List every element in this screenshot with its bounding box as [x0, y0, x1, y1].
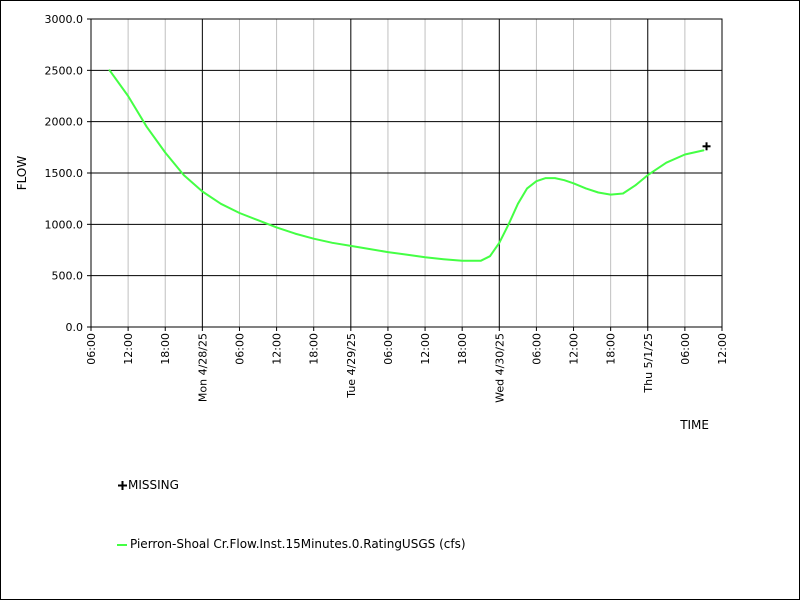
data-point [544, 177, 547, 179]
data-point [563, 179, 566, 181]
data-point [646, 174, 649, 176]
data-point [665, 161, 668, 164]
y-tick-label: 2000.0 [45, 116, 84, 129]
data-point [461, 259, 463, 262]
x-tick-label: Wed 4/30/25 [493, 333, 506, 403]
data-point [331, 242, 334, 244]
x-tick-label: 06:00 [233, 333, 246, 365]
data-point [108, 69, 111, 72]
data-point [201, 190, 204, 193]
data-point [405, 253, 408, 256]
data-point [684, 153, 686, 156]
data-point [442, 258, 445, 261]
x-tick-label: 18:00 [456, 333, 469, 365]
data-point [182, 174, 185, 176]
legend-series-label: Pierron-Shoal Cr.Flow.Inst.15Minutes.0.R… [130, 537, 466, 551]
data-point [526, 187, 528, 190]
legend-missing-label: MISSING [128, 478, 179, 492]
x-axis-title: TIME [679, 418, 709, 432]
x-tick-label: 12:00 [568, 333, 581, 365]
data-point [145, 126, 148, 128]
data-point [634, 184, 637, 187]
series-line [108, 69, 705, 262]
x-tick-label: 12:00 [122, 333, 135, 365]
data-point [312, 237, 315, 240]
x-tick-label: 18:00 [308, 333, 321, 365]
data-point [479, 259, 482, 262]
y-tick-label: 3000.0 [45, 13, 84, 26]
x-tick-label: 12:00 [271, 333, 284, 365]
x-tick-label: 06:00 [85, 333, 98, 365]
y-tick-label: 1500.0 [45, 167, 84, 180]
plot-border [90, 18, 723, 328]
data-point [517, 203, 519, 205]
data-point [220, 203, 222, 205]
data-point [609, 193, 612, 196]
data-point [368, 248, 371, 250]
data-point [387, 251, 389, 253]
y-tick-label: 1000.0 [45, 218, 84, 231]
data-point [535, 180, 538, 183]
data-point [238, 212, 241, 214]
data-point [702, 149, 705, 152]
missing-marker-icon [118, 481, 127, 490]
data-point [350, 245, 352, 247]
legend-missing: MISSING [117, 478, 179, 492]
data-point [597, 191, 600, 194]
data-point [275, 226, 278, 229]
x-tick-label: 12:00 [716, 333, 729, 365]
y-tick-label: 500.0 [52, 270, 84, 283]
data-point [127, 95, 129, 97]
x-tick-label: Tue 4/29/25 [345, 333, 358, 399]
missing-point-marker [702, 142, 711, 151]
data-point [622, 192, 624, 195]
data-point [507, 223, 510, 226]
x-tick-label: Thu 5/1/25 [642, 333, 655, 394]
x-tick-label: 06:00 [382, 333, 395, 365]
data-point [489, 255, 491, 257]
y-tick-label: 0.0 [66, 321, 84, 334]
data-point [424, 256, 426, 258]
x-tick-label: 06:00 [530, 333, 543, 365]
x-tick-label: Mon 4/28/25 [196, 333, 209, 402]
data-point [294, 232, 296, 235]
data-point [164, 151, 167, 154]
data-point [572, 182, 575, 185]
x-tick-label: 06:00 [679, 333, 692, 365]
data-point [585, 187, 587, 190]
data-point [257, 219, 259, 222]
x-tick-label: 18:00 [605, 333, 618, 365]
data-point [554, 177, 556, 179]
x-tick-label: 18:00 [159, 333, 172, 365]
series-line-swatch [117, 543, 127, 546]
x-tick-label: 12:00 [419, 333, 432, 365]
y-axis-title: FLOW [15, 156, 29, 191]
data-point [498, 242, 501, 244]
y-tick-label: 2500.0 [45, 64, 84, 77]
legend-series: Pierron-Shoal Cr.Flow.Inst.15Minutes.0.R… [117, 537, 466, 551]
